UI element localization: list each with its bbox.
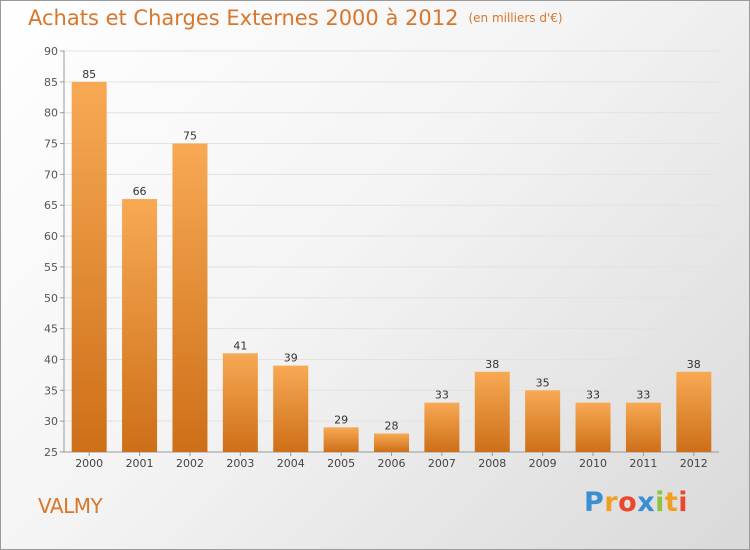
data-label: 35: [536, 376, 550, 389]
y-tick-label: 85: [44, 76, 58, 89]
data-labels: 85 66 75 41 39 29 28 33 38 35 33 33 38: [82, 68, 701, 433]
data-label: 75: [183, 130, 197, 143]
x-tick-label: 2003: [226, 457, 254, 470]
y-tick-label: 80: [44, 107, 58, 120]
bar-2009: [525, 390, 561, 452]
data-label: 38: [687, 358, 701, 371]
bar-2000: [71, 81, 107, 452]
logo-letter: i: [678, 487, 689, 518]
data-label: 39: [284, 352, 298, 365]
y-tick-label: 45: [44, 323, 58, 336]
data-label: 38: [485, 358, 499, 371]
y-tick-label: 50: [44, 292, 58, 305]
data-label: 28: [385, 419, 399, 432]
x-tick-label: 2007: [428, 457, 456, 470]
bar-2003: [222, 353, 258, 452]
y-tick-label: 40: [44, 353, 58, 366]
x-tick-label: 2006: [378, 457, 406, 470]
bar-2004: [273, 365, 309, 452]
proxiti-logo: Proxiti: [584, 487, 688, 518]
logo-letter: o: [618, 487, 638, 518]
data-label: 29: [334, 413, 348, 426]
place-label: VALMY: [38, 494, 103, 518]
data-label: 66: [133, 185, 147, 198]
logo-letter: r: [604, 487, 619, 518]
y-tick-label: 90: [44, 45, 58, 58]
x-tick-label: 2009: [529, 457, 557, 470]
bar-2006: [374, 433, 409, 452]
x-tick-label: 2000: [75, 457, 103, 470]
data-label: 33: [435, 389, 449, 402]
bar-2012: [676, 371, 712, 452]
data-label: 33: [586, 389, 600, 402]
chart-title: Achats et Charges Externes 2000 à 2012 (e…: [28, 6, 563, 30]
x-tick-label: 2004: [277, 457, 305, 470]
bar-2011: [625, 402, 661, 452]
y-tick-label: 70: [44, 168, 58, 181]
x-tick-label: 2002: [176, 457, 204, 470]
logo-letter: P: [584, 487, 605, 518]
y-tick-label: 65: [44, 199, 58, 212]
y-tick-label: 60: [44, 230, 58, 243]
grid-lines: [64, 50, 719, 453]
x-tick-label: 2012: [680, 457, 708, 470]
bar-2007: [424, 402, 460, 452]
y-tick-label: 75: [44, 138, 58, 151]
x-tick-label: 2010: [579, 457, 607, 470]
x-tick-label: 2001: [126, 457, 154, 470]
y-tick-label: 35: [44, 384, 58, 397]
data-label: 41: [233, 339, 247, 352]
data-label: 85: [82, 68, 96, 81]
chart-subtitle: (en milliers d'€): [468, 11, 563, 25]
bar-2002: [172, 143, 208, 453]
y-tick-label: 25: [44, 446, 58, 459]
bar-2001: [122, 199, 158, 452]
logo-letter: i: [655, 487, 665, 518]
bar-2008: [474, 371, 510, 452]
x-tick-label: 2011: [629, 457, 657, 470]
chart-title-text: Achats et Charges Externes 2000 à 2012: [28, 6, 459, 30]
x-tick-label: 2008: [478, 457, 506, 470]
logo-letter: t: [664, 487, 679, 518]
x-tick-label: 2005: [327, 457, 355, 470]
y-tick-label: 30: [44, 415, 58, 428]
logo-letter: x: [637, 487, 656, 518]
bars: [71, 81, 712, 453]
y-tick-label: 55: [44, 261, 58, 274]
data-label: 33: [636, 389, 650, 402]
bar-2010: [575, 402, 611, 452]
axes: 25 30 35 40 45 50 55 60 65 70 75 80 85 90 2000 2001 2002…: [44, 45, 719, 470]
bar-2005: [323, 427, 359, 452]
